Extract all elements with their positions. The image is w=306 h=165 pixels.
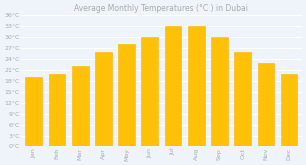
Bar xyxy=(188,26,205,147)
Bar xyxy=(258,63,274,147)
Bar xyxy=(141,37,158,147)
Bar xyxy=(72,66,88,147)
Title: Average Monthly Temperatures (°C ) in Dubai: Average Monthly Temperatures (°C ) in Du… xyxy=(74,4,248,13)
Bar xyxy=(211,37,228,147)
Bar xyxy=(234,52,251,147)
Bar xyxy=(49,74,65,147)
Bar xyxy=(95,52,112,147)
Bar xyxy=(25,77,42,147)
Bar xyxy=(281,74,297,147)
Bar xyxy=(165,26,181,147)
Bar xyxy=(118,45,135,147)
